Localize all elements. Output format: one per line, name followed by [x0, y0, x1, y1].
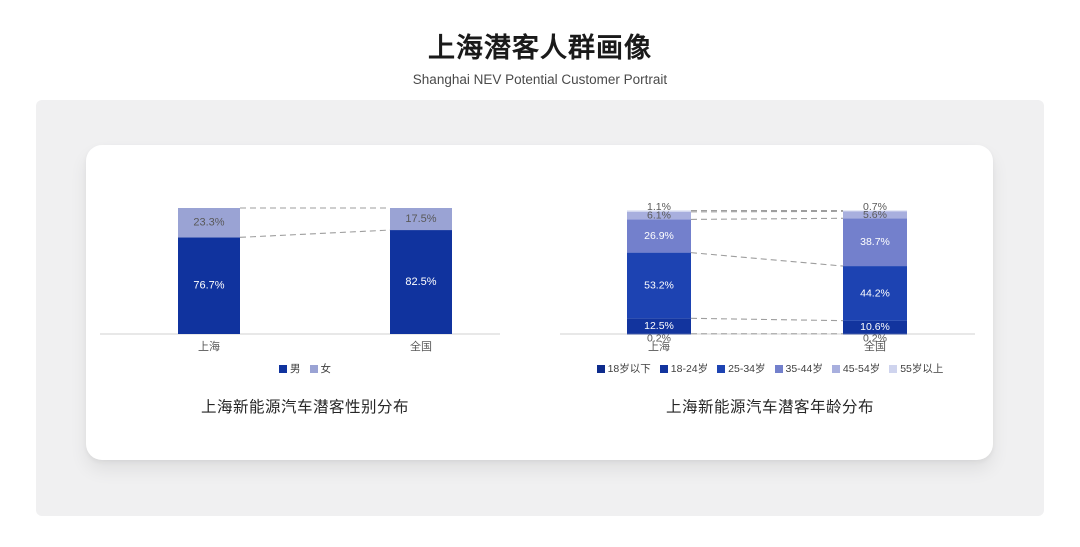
value-label: 38.7%	[860, 236, 890, 248]
legend-label: 男	[290, 363, 301, 375]
legend-item: 18-24岁	[659, 361, 709, 376]
bar-segment	[627, 211, 691, 220]
bar-segment	[627, 210, 691, 212]
bar-segment	[627, 333, 691, 335]
value-label: 26.9%	[644, 230, 674, 242]
value-label: 76.7%	[193, 280, 224, 292]
legend-swatch-icon	[889, 364, 898, 373]
connector-line	[690, 252, 844, 267]
legend-swatch-icon	[831, 364, 840, 373]
age-chart-legend: 18岁以下 18-24岁 25-34岁 35-44岁 45-54岁 55岁以上	[560, 361, 980, 376]
legend-label: 女	[320, 363, 332, 375]
legend-item: 45-54岁	[831, 361, 881, 376]
gender-distribution-chart: 76.7% 23.3% 上海 82.5% 17.5% 全国	[100, 207, 500, 353]
legend-swatch-icon	[659, 364, 668, 373]
value-label: 1.1%	[647, 201, 671, 213]
legend-swatch-icon	[596, 364, 605, 373]
bar-segment	[843, 210, 907, 212]
bar-segment	[843, 320, 907, 334]
legend-label: 25-34岁	[728, 363, 766, 375]
legend-item: 55岁以上	[889, 361, 943, 376]
legend-label: 18-24岁	[670, 363, 709, 375]
bar-segment	[843, 211, 907, 219]
value-label: 0.2%	[863, 333, 887, 345]
value-label: 23.3%	[193, 217, 224, 229]
legend-item: 18岁以下	[596, 361, 651, 376]
age-chart-title: 上海新能源汽车潜客年龄分布	[665, 399, 874, 416]
bar-segment	[390, 208, 452, 231]
connector-line	[690, 317, 844, 322]
gender-chart-title: 上海新能源汽车潜客性别分布	[200, 399, 409, 416]
legend-item: 女	[309, 361, 332, 376]
gender-chart-legend: 男女	[100, 361, 510, 376]
age-distribution-chart: 0.2%12.5%53.2%26.9%6.1%1.1%上海0.2%10.6%44…	[560, 201, 975, 353]
bar-segment	[390, 230, 452, 334]
page-header: 上海潜客人群画像 Shanghai NEV Potential Customer…	[0, 26, 1080, 87]
legend-swatch-icon	[309, 364, 318, 373]
legend-item: 35-44岁	[774, 361, 823, 376]
legend-item: 25-34岁	[717, 361, 766, 376]
category-label: 全国	[410, 339, 432, 353]
legend-label: 45-54岁	[842, 363, 881, 375]
value-label: 0.2%	[647, 333, 671, 345]
page-subtitle: Shanghai NEV Potential Customer Portrait	[412, 72, 668, 87]
bar-segment	[178, 237, 240, 334]
value-label: 53.2%	[644, 279, 674, 291]
legend-swatch-icon	[717, 364, 726, 373]
value-label: 0.7%	[863, 201, 887, 213]
category-label: 全国	[864, 339, 886, 353]
value-label: 12.5%	[644, 320, 674, 332]
legend-item: 男	[279, 361, 301, 376]
connector-line	[239, 229, 391, 238]
value-label: 6.1%	[647, 210, 671, 222]
legend-label: 55岁以上	[900, 363, 944, 375]
connector-line	[690, 217, 844, 220]
legend-label: 18岁以下	[607, 363, 651, 375]
category-label: 上海	[648, 339, 670, 353]
value-label: 5.6%	[863, 209, 887, 221]
bar-segment	[843, 218, 907, 267]
category-label: 上海	[198, 339, 220, 353]
bar-segment	[627, 318, 691, 334]
legend-swatch-icon	[774, 364, 783, 373]
value-label: 82.5%	[405, 276, 436, 288]
legend-swatch-icon	[279, 364, 287, 373]
value-label: 10.6%	[860, 321, 890, 333]
bar-segment	[843, 266, 907, 321]
bar-segment	[627, 219, 691, 253]
value-label: 44.2%	[860, 287, 890, 299]
value-label: 17.5%	[405, 213, 436, 225]
legend-label: 35-44岁	[785, 363, 823, 375]
bar-segment	[843, 333, 907, 335]
page-title: 上海潜客人群画像	[428, 33, 652, 63]
bar-segment	[627, 252, 691, 319]
bar-segment	[178, 208, 240, 238]
